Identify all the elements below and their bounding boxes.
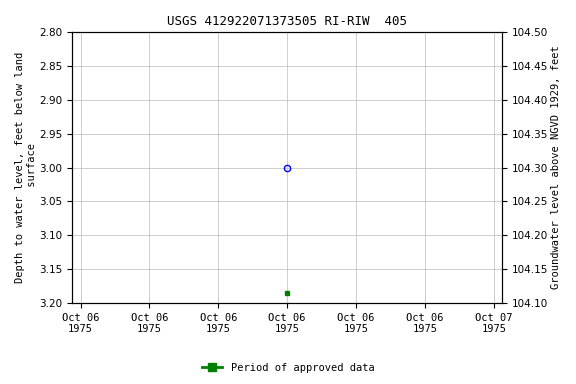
Y-axis label: Groundwater level above NGVD 1929, feet: Groundwater level above NGVD 1929, feet [551,46,561,290]
Title: USGS 412922071373505 RI-RIW  405: USGS 412922071373505 RI-RIW 405 [167,15,407,28]
Legend: Period of approved data: Period of approved data [198,359,378,377]
Y-axis label: Depth to water level, feet below land
 surface: Depth to water level, feet below land su… [15,52,37,283]
